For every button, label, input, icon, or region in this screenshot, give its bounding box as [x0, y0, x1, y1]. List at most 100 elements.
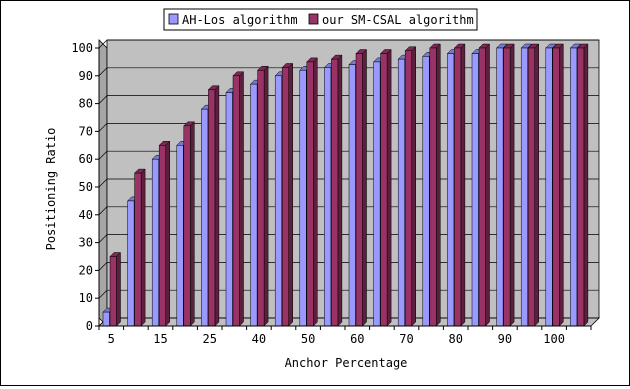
- bar-front: [201, 108, 209, 327]
- bar: [158, 140, 171, 327]
- x-tick-label: 100: [543, 332, 565, 346]
- bar-front: [380, 53, 388, 327]
- bar: [478, 43, 491, 327]
- bar-front: [225, 92, 233, 327]
- bar-side: [263, 65, 269, 327]
- bar-side: [460, 43, 466, 327]
- bar: [429, 43, 441, 327]
- x-tick-label: 90: [498, 332, 512, 346]
- bar-front: [158, 145, 166, 327]
- bar: [232, 71, 245, 327]
- bar-front: [404, 50, 412, 327]
- gridline-side: [98, 95, 108, 104]
- bar-front: [355, 53, 363, 327]
- gridline-side: [98, 289, 108, 299]
- legend-box: [163, 8, 478, 31]
- bar-front: [250, 83, 258, 327]
- y-tick-label: 60: [79, 152, 93, 166]
- bar-front: [570, 47, 578, 327]
- bar: [330, 54, 343, 327]
- legend: AH-Los algorithm our SM-CSAL algorithm: [163, 8, 478, 31]
- bar: [281, 62, 294, 327]
- x-tick-label: 40: [252, 332, 266, 346]
- y-tick-label: 90: [79, 69, 93, 83]
- bar-front: [299, 69, 307, 327]
- bar-front: [503, 47, 511, 327]
- bar: [404, 46, 417, 327]
- legend-label-ah-los: AH-Los algorithm: [182, 13, 298, 27]
- bar-front: [281, 67, 289, 327]
- gridline-side: [98, 39, 108, 49]
- x-tick-label: 80: [448, 332, 462, 346]
- bar: [379, 48, 392, 327]
- y-tick-label: 80: [79, 97, 93, 111]
- x-tick-label: 25: [202, 332, 216, 346]
- x-tick-label: 60: [350, 332, 364, 346]
- bar: [453, 43, 466, 327]
- bar: [306, 57, 318, 327]
- bar-front: [397, 58, 405, 327]
- y-axis-ticks: 0 10 20 30 40 50 60 70 80 90 100: [71, 41, 591, 333]
- bar-front: [257, 69, 265, 327]
- bar-side: [362, 48, 367, 327]
- y-tick-label: 0: [86, 319, 93, 333]
- bar-side: [313, 57, 318, 327]
- bar-side: [534, 43, 539, 327]
- x-tick-label: 5: [108, 332, 115, 346]
- bar: [109, 251, 122, 327]
- bar-front: [306, 61, 314, 327]
- bar-front: [274, 75, 282, 327]
- y-tick-label: 100: [71, 41, 93, 55]
- y-axis-label: Positioning Ratio: [44, 128, 58, 251]
- y-tick-label: 70: [79, 124, 93, 138]
- bar-front: [176, 145, 184, 327]
- bar: [576, 43, 589, 327]
- gridline-side: [98, 67, 108, 77]
- bar-front: [109, 256, 117, 327]
- bar-side: [583, 43, 589, 327]
- bar-side: [116, 251, 121, 327]
- bar-front: [324, 67, 332, 327]
- x-tick-label: 15: [153, 332, 167, 346]
- gridline-side: [98, 262, 108, 271]
- bar-side: [559, 43, 564, 327]
- legend-swatch-ah-los: [168, 13, 179, 25]
- bar: [133, 168, 146, 327]
- bar: [502, 43, 515, 327]
- bar-front: [102, 311, 110, 327]
- bar: [527, 43, 540, 327]
- x-axis-label: Anchor Percentage: [285, 356, 408, 370]
- gridline-side: [98, 234, 108, 243]
- y-tick-label: 20: [79, 263, 93, 277]
- bars: [102, 43, 589, 327]
- bar-front: [429, 47, 437, 327]
- gridline-side: [98, 150, 108, 160]
- bar-side: [436, 43, 441, 327]
- bar-front: [447, 53, 455, 327]
- bar-front: [208, 89, 216, 327]
- gridline-side: [98, 178, 108, 188]
- bar-front: [478, 47, 486, 327]
- bar-front: [127, 200, 135, 327]
- bar-front: [373, 61, 381, 327]
- bar-front: [454, 47, 462, 327]
- x-tick-label: 50: [301, 332, 315, 346]
- bar-side: [214, 85, 220, 327]
- bar-side: [239, 71, 244, 327]
- y-tick-label: 50: [79, 180, 93, 194]
- gridline-side: [98, 123, 108, 132]
- bar-front: [422, 56, 430, 327]
- y-tick-label: 10: [79, 291, 93, 305]
- bar-front: [134, 172, 142, 327]
- bar-front: [471, 53, 479, 327]
- bar-side: [288, 62, 293, 327]
- bar-front: [232, 75, 240, 327]
- bar-side: [509, 43, 515, 327]
- bar-side: [386, 48, 392, 327]
- y-tick-label: 40: [79, 208, 93, 222]
- bar-side: [165, 140, 170, 327]
- bar-side: [485, 43, 490, 327]
- bar-front: [552, 47, 560, 327]
